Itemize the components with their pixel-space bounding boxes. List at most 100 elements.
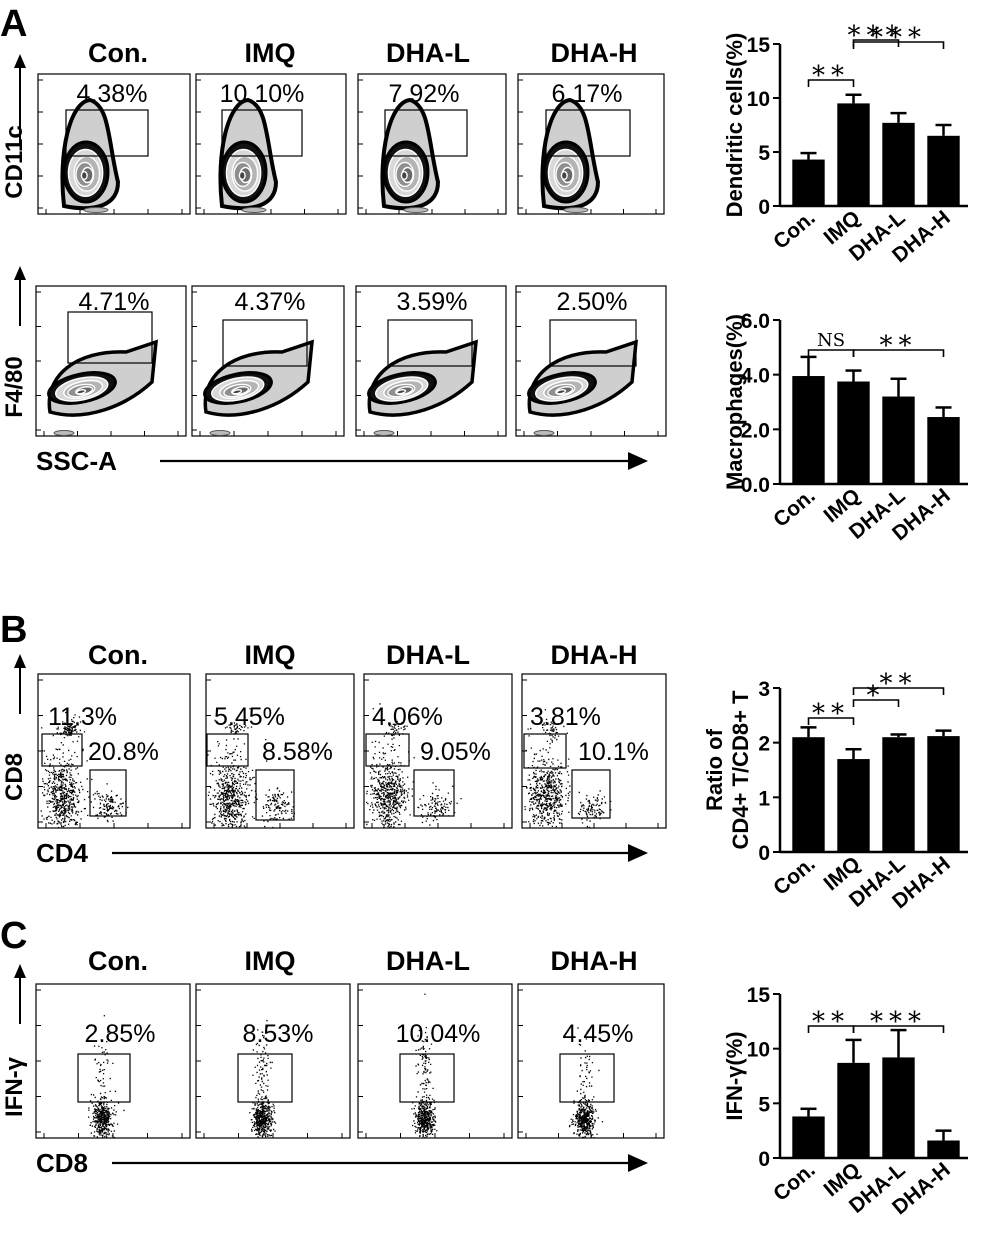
gate-percent-mac: 2.50% [557,288,628,316]
flow-row-dc: 4.38% 10.10% 7.92% 6.17% CD11c [1,54,665,215]
gate-box [67,311,153,364]
gate-percent-cd: 10.1% [578,738,649,766]
significance-label: ** [812,699,850,729]
gate-box [206,733,249,767]
significance-label: ** [880,669,918,699]
bar-dhal [882,737,915,852]
y-axis-label: IFN-γ(%) [722,1031,747,1120]
gate-percent-dc: 7.92% [389,80,460,108]
y-tick-label: 10 [747,1039,770,1062]
gate-percent-dc: 10.10% [220,80,305,108]
flow-plot-mac-3 [515,285,667,437]
gate-percent-ifn: 2.85% [85,1020,156,1048]
bar-con [792,737,825,852]
gate-box [413,769,455,817]
gate-box [545,109,631,157]
flow-plot-mac-2 [355,285,507,437]
gate-box [387,319,473,367]
group-header-con: Con. [88,640,148,670]
x-axis-label-ifn: CD8 [36,1148,88,1178]
significance-bracket [807,79,855,87]
y-axis-label: CD4+ T/CD8+ T [728,690,753,849]
significance-label: *** [870,23,927,53]
y-tick-label: 15 [747,984,771,1007]
gate-box [571,769,611,819]
flow-plot-mac-1 [191,285,345,437]
gate-box [549,319,637,367]
gate-box [237,1053,293,1103]
gate-box [255,769,295,821]
flow-plot-ifn-2 [357,983,513,1139]
flow-plot-mac-0 [35,285,187,437]
flow-plot-dc-0 [37,73,191,215]
bar-imq [837,103,870,206]
flow-plot-cd-0 [37,673,191,829]
gate-box [559,1053,615,1103]
gate-percent-ifn: 4.45% [563,1020,634,1048]
x-tick-label: Con. [769,484,820,532]
y-axis-label-ifn: IFN-γ [1,1056,28,1117]
bar-imq [837,1062,870,1158]
y-tick-label: 0 [758,842,770,865]
significance-label: ** [812,61,850,91]
significance-bracket [852,1025,945,1033]
gate-box [384,109,468,157]
y-tick-label: 0 [758,196,770,219]
significance-bracket [852,699,900,707]
flow-row-cd: 11.3% 20.8% 5.45% 8.58% 4.06% 9.05% 3.81% 10.1%… [1,654,667,868]
bar-imq [837,381,870,484]
bar-imq [837,759,870,852]
x-tick-label: Con. [769,852,820,900]
group-header-con: Con. [88,946,148,976]
gate-box [399,1053,455,1103]
flow-plot-dc-3 [517,73,665,215]
group-header-imq: IMQ [245,640,296,670]
gate-percent-cd: 9.05% [420,738,491,766]
group-header-dhah: DHA-H [551,946,638,976]
x-axis-label-mac: SSC-A [36,446,117,476]
bar-dhal [882,122,915,206]
y-axis-label-mac: F4/80 [1,356,28,417]
significance-label: NS [817,330,845,351]
significance-bracket [852,687,945,695]
gate-box [523,733,567,769]
y-tick-label: 0 [758,1148,770,1171]
gate-percent-cd: 3.81% [530,703,601,731]
significance-bracket [852,41,945,49]
group-header-dhal: DHA-L [386,946,470,976]
significance-label: *** [848,21,905,51]
gate-percent-mac: 3.59% [397,288,468,316]
gate-box [222,319,308,367]
panel-letter-b: B [0,609,27,651]
gate-percent-cd: 11.3% [48,703,117,731]
y-tick-label: 4.0 [741,365,770,388]
flow-plot-ifn-1 [195,983,351,1139]
bar-con [792,159,825,206]
y-tick-label: 2.0 [741,419,770,442]
gate-box [41,733,83,767]
gate-percent-cd: 5.45% [214,703,285,731]
gate-percent-mac: 4.37% [235,288,306,316]
gate-percent-mac: 4.71% [79,288,150,316]
bar-dhah [927,135,960,206]
significance-bracket [807,717,855,725]
gate-box [65,109,149,157]
gate-box [89,769,127,817]
bar-dhah [927,417,960,484]
x-axis-label-cd: CD4 [36,838,89,868]
flow-plot-cd-1 [205,673,355,829]
gate-box [77,1053,131,1103]
significance-label: ** [880,331,918,361]
bar-dhal [882,1057,915,1158]
gate-percent-cd: 8.58% [262,738,333,766]
y-tick-label: 2 [758,733,770,756]
gate-percent-cd: 4.06% [372,703,443,731]
flow-plot-dc-2 [357,73,507,215]
group-header-dhah: DHA-H [551,38,638,68]
gate-percent-dc: 4.38% [77,80,148,108]
y-tick-label: 15 [747,34,771,57]
flow-row-ifn: 2.85% 8.53% 10.04% 4.45% IFN-γ CD8 [1,964,665,1178]
flow-row-mac: 4.71% 4.37% 3.59% 2.50% F4/80 SSC-A [1,266,667,476]
